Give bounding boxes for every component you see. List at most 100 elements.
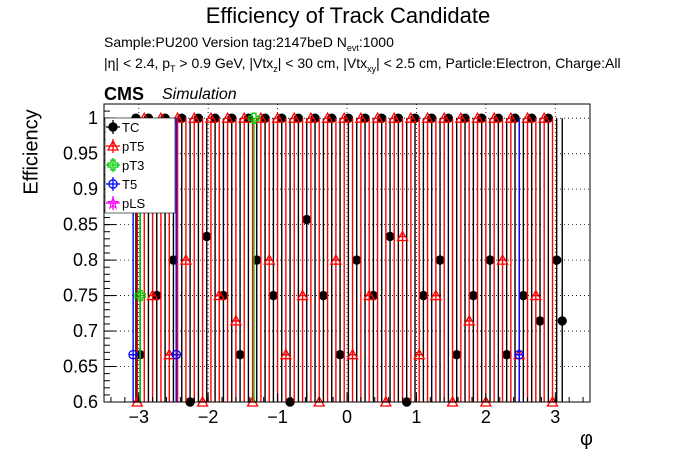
sample-info-count: :1000: [358, 34, 394, 50]
x-tick-label: −3: [128, 407, 149, 427]
y-tick-label: 1: [88, 108, 98, 128]
data-point: [171, 349, 182, 360]
cuts-sub-3: xy: [367, 64, 377, 74]
data-point: [385, 231, 395, 242]
data-point: [171, 111, 184, 123]
data-point: [468, 290, 479, 301]
data-point: [279, 348, 293, 360]
data-point: [188, 111, 201, 123]
data-point: [504, 111, 517, 123]
data-point: [204, 111, 218, 123]
cuts-text-3: | < 30 cm, |Vtx: [277, 55, 368, 71]
simulation-label: Simulation: [162, 86, 237, 103]
series-t5: [128, 118, 525, 402]
data-point: [304, 111, 318, 123]
y-tick-label: 0.7: [73, 321, 98, 341]
data-point: [421, 111, 434, 123]
data-point: [514, 349, 525, 360]
cuts-text-4: | < 2.5 cm, Particle:Electron, Charge:Al…: [376, 55, 621, 71]
x-tick-label: 0: [342, 407, 352, 427]
data-point: [221, 111, 234, 123]
data-point: [346, 348, 359, 360]
sample-info-text: Sample:PU200 Version tag:2147beD N: [104, 34, 347, 50]
data-point: [388, 111, 401, 123]
legend: TC pT5 pT3 T5 pLS: [104, 117, 176, 214]
y-tick-label: 0.85: [63, 215, 98, 235]
y-tick-label: 0.75: [63, 286, 98, 306]
x-tick-label: 2: [481, 407, 491, 427]
legend-marker-t5: [108, 179, 118, 189]
sample-info-line: Sample:PU200 Version tag:2147beD Nevt:10…: [104, 34, 394, 53]
selection-cuts-line: |η| < 2.4, pT > 0.9 GeV, |Vtxz| < 30 cm,…: [104, 55, 621, 74]
data-point: [354, 111, 367, 123]
data-point: [263, 253, 276, 265]
data-point: [134, 289, 146, 302]
series-tc: [131, 113, 567, 407]
data-point: [463, 314, 476, 326]
data-point: [128, 349, 139, 360]
cuts-sub-2: z: [273, 64, 278, 74]
data-point: [146, 289, 159, 301]
data-point: [538, 111, 551, 123]
data-point: [213, 289, 226, 301]
data-point: [404, 111, 417, 123]
y-tick-label: 0.65: [63, 357, 98, 377]
y-tick-label: 0.6: [73, 392, 98, 412]
sample-info-subscript: evt: [346, 43, 359, 53]
data-point: [488, 111, 501, 123]
data-point: [413, 348, 426, 360]
series-pt5: [131, 111, 559, 407]
chart-title: Efficiency of Track Candidate: [205, 3, 491, 28]
data-point: [268, 290, 279, 301]
data-point: [338, 111, 351, 123]
data-point: [271, 111, 284, 123]
data-point: [496, 253, 509, 265]
legend-marker-pt3: [107, 159, 119, 171]
cuts-text-2: > 0.9 GeV, |Vtx: [175, 55, 274, 71]
data-point: [296, 289, 309, 301]
data-point: [321, 111, 334, 123]
legend-marker-pls: [106, 196, 120, 210]
x-tick-label: −1: [267, 407, 288, 427]
data-point: [557, 316, 567, 326]
legend-marker-tc: [108, 122, 118, 132]
cms-label: CMS: [104, 84, 144, 104]
data-point: [229, 314, 243, 326]
data-point: [535, 316, 545, 326]
legend-label-pls: pLS: [122, 196, 145, 211]
legend-label-pt3: pT3: [122, 158, 144, 173]
legend-label-tc: TC: [122, 120, 139, 135]
data-point: [318, 290, 329, 301]
y-tick-label: 0.8: [73, 250, 98, 270]
data-point: [521, 111, 534, 123]
data-point: [418, 290, 429, 301]
axis-ticks: −3 −2 −1 0 1 2 3 0.6 0.65 0.7 0.75 0.8 0.85 0.9 0.95 1: [63, 108, 584, 427]
data-point: [454, 111, 467, 123]
data-point: [371, 111, 384, 123]
data-point: [335, 349, 345, 360]
data-point: [179, 253, 193, 265]
data-point: [551, 255, 562, 265]
data-point: [435, 255, 445, 265]
data-point: [202, 231, 212, 242]
x-axis-title: φ: [580, 428, 593, 450]
data-point: [235, 349, 245, 360]
data-point: [518, 290, 529, 301]
data-point: [485, 255, 495, 265]
x-tick-label: −2: [198, 407, 219, 427]
legend-label-t5: T5: [122, 177, 137, 192]
data-point: [451, 349, 462, 360]
data-point: [363, 289, 376, 301]
data-point: [429, 289, 442, 301]
data-point: [501, 349, 512, 360]
x-tick-label: 1: [411, 407, 421, 427]
data-point: [238, 111, 251, 123]
data-marks: [128, 111, 567, 407]
data-point: [471, 111, 484, 123]
legend-label-pt5: pT5: [122, 139, 144, 154]
cuts-text-1: |η| < 2.4, p: [104, 55, 171, 71]
y-tick-label: 0.9: [73, 179, 98, 199]
data-point: [248, 112, 260, 124]
data-point: [529, 289, 542, 301]
